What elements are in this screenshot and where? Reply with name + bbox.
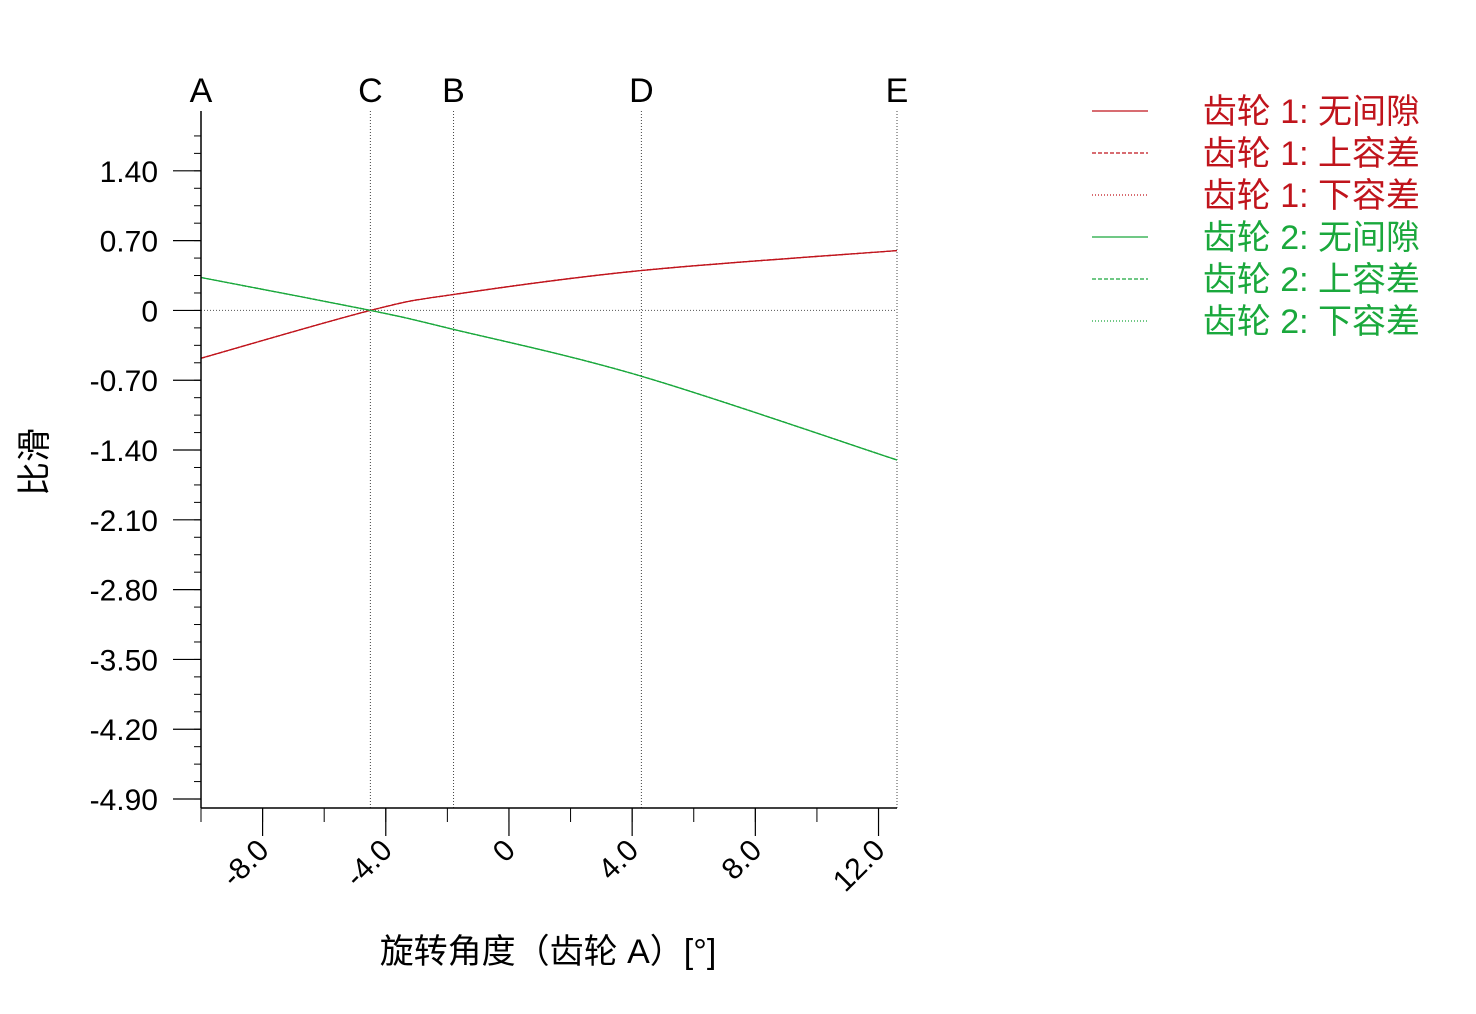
- x-tick-label: -8.0: [216, 834, 276, 894]
- axis-labels: A C B D E 1.40 0.70 0 -0.70 -1.40 -2.10 -2.80 -3.50 -…: [90, 72, 909, 898]
- series-lines: [200, 249, 898, 461]
- marker-label-C: C: [358, 72, 383, 110]
- marker-label-A: A: [190, 72, 213, 110]
- legend-entry-2: 齿轮 1: 下容差: [1203, 177, 1420, 215]
- legend-entry-4: 齿轮 2: 上容差: [1203, 261, 1420, 299]
- marker-label-E: E: [886, 72, 909, 110]
- y-tick-label: -3.50: [90, 644, 158, 677]
- series-line-2: [200, 249, 898, 359]
- legend-entry-5: 齿轮 2: 下容差: [1203, 303, 1420, 341]
- y-tick-label: 1.40: [100, 156, 158, 189]
- axes: [173, 111, 897, 836]
- x-tick-label: 8.0: [715, 834, 768, 887]
- series-line-0: [200, 249, 898, 359]
- y-tick-label: -4.20: [90, 714, 158, 747]
- y-axis-title: 比滑: [16, 428, 54, 496]
- series-line-3: [200, 276, 898, 461]
- legend-entry-0: 齿轮 1: 无间隙: [1203, 93, 1420, 131]
- y-tick-label: -2.80: [90, 575, 158, 608]
- marker-gridlines: [200, 111, 898, 808]
- series-line-1: [200, 249, 898, 359]
- legend-entry-3: 齿轮 2: 无间隙: [1203, 219, 1420, 257]
- y-tick-label: -1.40: [90, 435, 158, 468]
- marker-label-D: D: [629, 72, 654, 110]
- x-axis-title: 旋转角度（齿轮 A）[°]: [380, 933, 717, 971]
- x-tick-label: 12.0: [827, 834, 892, 899]
- y-tick-label: 0.70: [100, 226, 158, 259]
- y-tick-label: -2.10: [90, 505, 158, 538]
- legend-entry-1: 齿轮 1: 上容差: [1203, 135, 1420, 173]
- x-tick-label: 0: [487, 834, 522, 869]
- series-line-4: [200, 276, 898, 461]
- y-tick-label: 0: [141, 295, 158, 328]
- marker-label-B: B: [442, 72, 465, 110]
- x-tick-label: 4.0: [592, 834, 645, 887]
- y-tick-label: -0.70: [90, 365, 158, 398]
- x-tick-label: -4.0: [339, 834, 399, 894]
- series-line-5: [200, 276, 898, 461]
- y-tick-label: -4.90: [90, 784, 158, 817]
